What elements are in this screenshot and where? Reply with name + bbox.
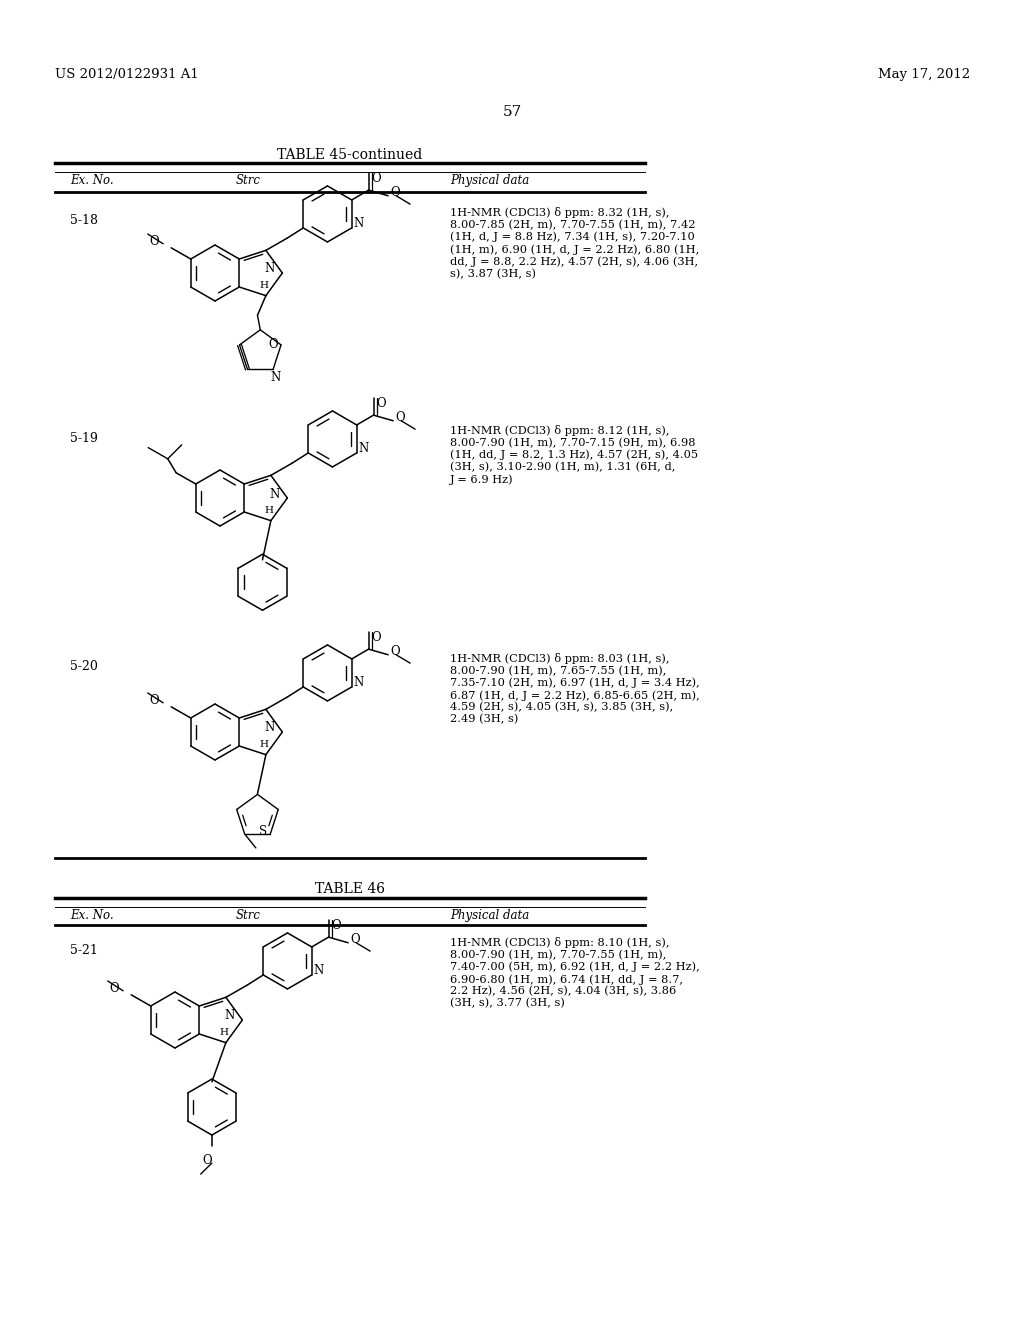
Text: 5-21: 5-21 [70,944,98,957]
Text: N: N [264,263,274,276]
Text: May 17, 2012: May 17, 2012 [878,69,970,81]
Text: TABLE 46: TABLE 46 [315,882,385,896]
Text: 57: 57 [503,106,521,119]
Text: O: O [390,186,399,199]
Text: N: N [353,676,364,689]
Text: N: N [269,487,280,500]
Text: Strc: Strc [236,174,260,187]
Text: 1H-NMR (CDCl3) δ ppm: 8.10 (1H, s),
8.00-7.90 (1H, m), 7.70-7.55 (1H, m),
7.40-7: 1H-NMR (CDCl3) δ ppm: 8.10 (1H, s), 8.00… [450,937,699,1008]
Text: O: O [332,919,341,932]
Text: O: O [372,631,381,644]
Text: H: H [259,281,268,290]
Text: TABLE 45-continued: TABLE 45-continued [278,148,423,162]
Text: H: H [259,741,268,748]
Text: H: H [219,1028,228,1038]
Text: Physical data: Physical data [450,174,529,187]
Text: O: O [390,645,399,659]
Text: O: O [350,933,359,946]
Text: N: N [353,218,364,231]
Text: O: O [268,338,278,351]
Text: O: O [110,982,119,995]
Text: Physical data: Physical data [450,909,529,921]
Text: 1H-NMR (CDCl3) δ ppm: 8.12 (1H, s),
8.00-7.90 (1H, m), 7.70-7.15 (9H, m), 6.98
(: 1H-NMR (CDCl3) δ ppm: 8.12 (1H, s), 8.00… [450,425,698,484]
Text: N: N [224,1010,234,1023]
Text: Strc: Strc [236,909,260,921]
Text: O: O [150,694,159,708]
Text: N: N [313,965,324,977]
Text: S: S [259,825,267,838]
Text: O: O [395,412,404,424]
Text: 5-19: 5-19 [70,432,98,445]
Text: O: O [377,396,386,409]
Text: N: N [270,371,281,384]
Text: O: O [372,172,381,185]
Text: O: O [150,235,159,248]
Text: O: O [202,1154,212,1167]
Text: N: N [358,442,369,455]
Text: 5-20: 5-20 [70,660,98,673]
Text: Ex. No.: Ex. No. [70,174,114,187]
Text: H: H [264,506,273,515]
Text: N: N [264,722,274,734]
Text: 1H-NMR (CDCl3) δ ppm: 8.32 (1H, s),
8.00-7.85 (2H, m), 7.70-7.55 (1H, m), 7.42
(: 1H-NMR (CDCl3) δ ppm: 8.32 (1H, s), 8.00… [450,207,699,279]
Text: 1H-NMR (CDCl3) δ ppm: 8.03 (1H, s),
8.00-7.90 (1H, m), 7.65-7.55 (1H, m),
7.35-7: 1H-NMR (CDCl3) δ ppm: 8.03 (1H, s), 8.00… [450,653,699,725]
Text: Ex. No.: Ex. No. [70,909,114,921]
Text: US 2012/0122931 A1: US 2012/0122931 A1 [55,69,199,81]
Text: 5-18: 5-18 [70,214,98,227]
